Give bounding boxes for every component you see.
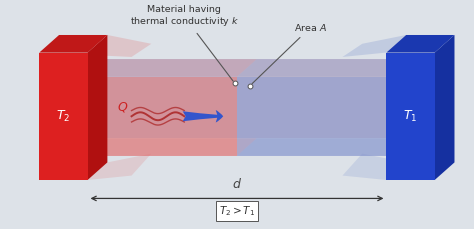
Polygon shape bbox=[88, 154, 151, 180]
Text: $T_2$: $T_2$ bbox=[56, 109, 71, 124]
Polygon shape bbox=[108, 59, 406, 138]
Polygon shape bbox=[386, 53, 435, 180]
Polygon shape bbox=[39, 35, 108, 53]
Text: $T_2 > T_1$: $T_2 > T_1$ bbox=[219, 204, 255, 218]
Text: $d$: $d$ bbox=[232, 177, 242, 191]
Text: Material having
thermal conductivity $k$: Material having thermal conductivity $k$ bbox=[129, 5, 239, 81]
Text: Area $A$: Area $A$ bbox=[252, 22, 327, 84]
Polygon shape bbox=[342, 154, 406, 180]
Polygon shape bbox=[237, 138, 406, 156]
Polygon shape bbox=[342, 35, 406, 57]
Polygon shape bbox=[39, 35, 151, 57]
Polygon shape bbox=[39, 53, 88, 180]
Polygon shape bbox=[237, 59, 406, 77]
Polygon shape bbox=[386, 35, 455, 53]
Polygon shape bbox=[88, 35, 108, 180]
Polygon shape bbox=[237, 77, 386, 156]
Polygon shape bbox=[435, 35, 455, 180]
Text: $T_1$: $T_1$ bbox=[403, 109, 418, 124]
Polygon shape bbox=[88, 59, 257, 77]
Polygon shape bbox=[88, 77, 237, 156]
Text: $Q$: $Q$ bbox=[117, 100, 128, 114]
Polygon shape bbox=[88, 138, 257, 156]
